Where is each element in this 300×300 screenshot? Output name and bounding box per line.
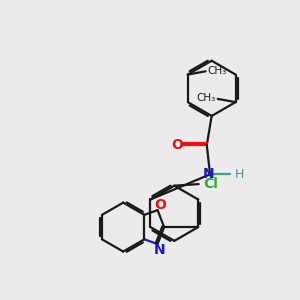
Text: O: O: [154, 198, 166, 212]
Text: Cl: Cl: [203, 177, 218, 191]
Text: N: N: [154, 242, 166, 256]
Text: N: N: [202, 167, 214, 181]
Text: H: H: [235, 168, 244, 181]
Text: CH₃: CH₃: [207, 66, 226, 76]
Text: O: O: [172, 138, 184, 152]
Text: CH₃: CH₃: [197, 93, 216, 103]
